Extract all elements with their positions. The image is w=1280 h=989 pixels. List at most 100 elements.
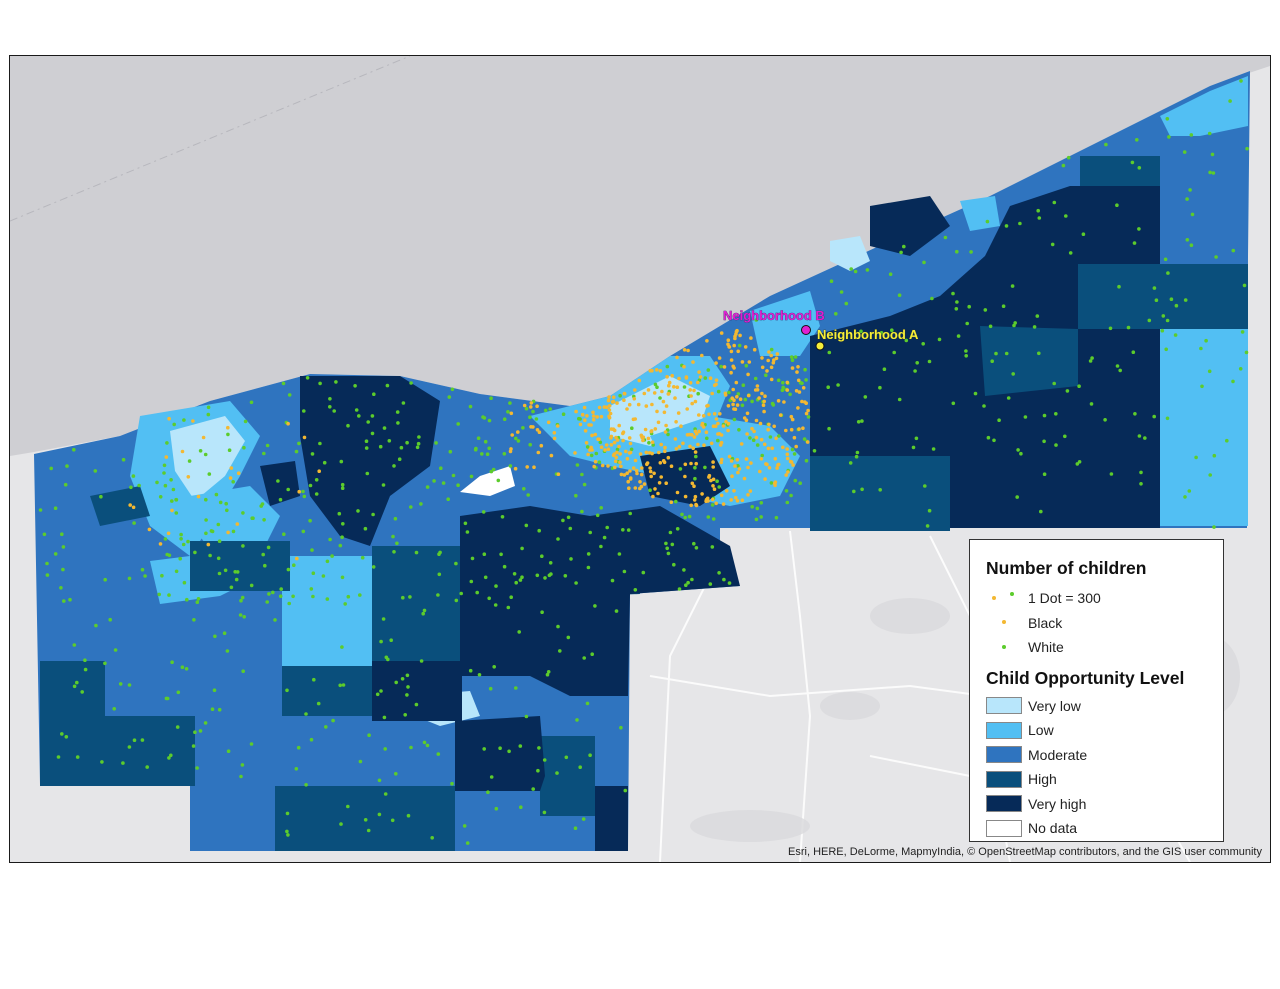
child-dot [607,395,611,399]
child-dot [158,495,163,499]
child-dot [751,438,756,443]
child-dot [1240,330,1245,334]
child-dot [670,542,675,547]
child-dot [162,471,166,475]
child-dot [1011,372,1015,376]
child-dot [759,457,764,461]
child-dot [140,567,145,572]
child-dot [422,608,427,613]
child-dot [956,334,961,338]
child-dot [708,582,713,586]
child-dot [750,505,754,509]
child-dot [681,441,685,446]
child-dot [795,370,799,374]
child-dot [529,405,533,409]
child-dot [740,498,745,503]
child-dot [286,421,290,426]
child-dot [693,476,697,481]
child-dot [482,416,487,420]
child-dot [693,494,698,499]
child-dot [698,375,703,379]
child-dot [638,452,643,456]
child-dot [667,383,671,388]
child-dot [737,428,741,432]
child-dot [694,546,699,550]
child-dot [711,460,715,464]
child-dot [1103,418,1107,422]
child-dot [598,440,603,445]
child-dot [790,358,795,363]
child-dot [462,824,467,828]
child-dot [164,696,169,701]
child-dot [524,523,529,528]
child-dot [434,441,438,445]
child-dot [588,530,592,535]
child-dot [1225,438,1229,443]
child-dot [729,370,733,375]
child-dot [271,590,275,595]
child-dot [317,469,322,474]
child-dot [692,541,696,546]
child-dot [705,404,709,408]
child-dot [1089,402,1094,406]
child-dot [531,425,535,429]
child-dot [627,486,631,491]
child-dot [769,481,774,485]
child-dot [607,408,612,412]
child-dot [714,417,719,421]
child-dot [711,477,716,482]
child-dot [694,461,698,466]
child-dot [535,573,540,578]
child-dot [707,412,711,417]
child-dot [646,388,651,392]
child-dot [552,431,557,435]
child-dot [839,290,844,294]
child-dot [265,600,269,604]
child-dot [608,411,613,416]
child-dot [776,399,781,403]
neighborhood-a-marker[interactable]: Neighborhood A [815,327,919,351]
child-dot [591,417,596,422]
child-dot [262,451,266,456]
child-dot [174,511,179,515]
child-dot [706,515,711,519]
child-dot [658,461,663,465]
child-dot [103,577,107,582]
child-dot [913,369,917,373]
child-dot [321,574,326,578]
child-dot [38,508,43,512]
child-dot [482,552,487,556]
child-dot [64,735,69,739]
child-dot [240,763,245,767]
child-dot [589,453,594,458]
child-dot [265,443,270,448]
child-dot [204,518,208,522]
child-dot [762,399,766,404]
child-dot [561,518,565,523]
child-dot [607,404,612,408]
neighborhood-b-marker[interactable]: Neighborhood B [723,308,825,335]
child-dot [1075,462,1080,466]
child-dot [185,597,189,602]
child-dot [286,833,290,837]
child-dot [716,421,720,426]
child-dot [664,423,668,428]
child-dot [607,414,611,419]
child-dot [694,454,698,459]
child-dot [535,404,539,409]
black-dot-icon [1002,620,1006,625]
child-dot [394,772,398,776]
child-dot [276,479,280,483]
child-dot [1183,298,1188,302]
child-dot [1065,389,1070,393]
child-dot [377,778,382,783]
child-dot [626,479,630,484]
child-dot [195,766,199,770]
child-dot [657,450,661,455]
child-dot [285,811,290,816]
child-dot [469,474,474,479]
child-dot [612,440,617,445]
child-dot [745,432,749,436]
child-dot [649,474,653,479]
child-dot [474,446,478,451]
